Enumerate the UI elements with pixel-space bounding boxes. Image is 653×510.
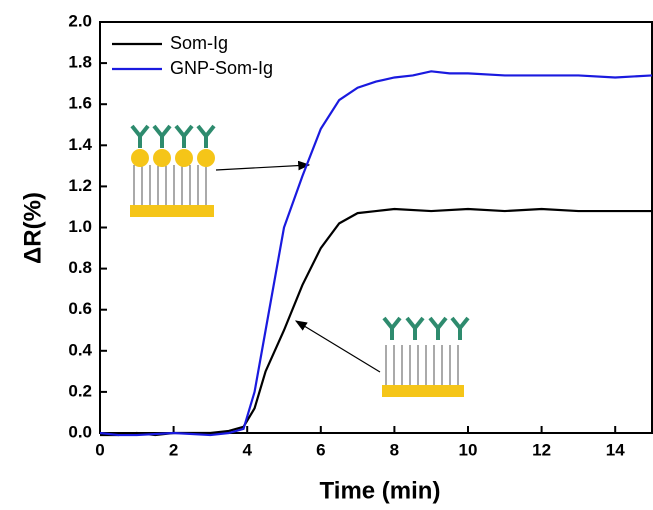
series-line <box>99 70 653 437</box>
y-tick-label: 0.6 <box>68 299 92 318</box>
x-tick-label: 6 <box>316 440 325 459</box>
y-tick-label: 0.0 <box>68 422 92 441</box>
x-tick-label: 2 <box>169 440 178 459</box>
y-tick-label: 0.8 <box>68 258 92 277</box>
antibodies <box>382 316 470 340</box>
y-tick-label: 2.0 <box>68 11 92 30</box>
x-tick-label: 12 <box>532 440 551 459</box>
x-tick-label: 10 <box>459 440 478 459</box>
gold-substrate <box>382 385 464 397</box>
legend-label: GNP-Som-Ig <box>170 58 273 78</box>
y-tick-label: 1.2 <box>68 176 92 195</box>
arrow <box>215 160 311 171</box>
antibodies <box>130 124 216 148</box>
illustrations <box>130 124 470 397</box>
arrow <box>294 320 381 373</box>
x-tick-label: 8 <box>390 440 399 459</box>
monolayer <box>385 345 459 385</box>
y-axis-title: ΔR(%) <box>19 192 46 264</box>
gold-substrate <box>130 205 214 217</box>
y-tick-label: 0.2 <box>68 381 92 400</box>
x-tick-label: 4 <box>242 440 252 459</box>
x-tick-label: 14 <box>606 440 625 459</box>
monolayer <box>133 165 207 205</box>
y-tick-label: 1.8 <box>68 53 92 72</box>
y-tick-label: 0.4 <box>68 340 92 359</box>
series-line <box>100 207 652 437</box>
y-tick-label: 1.6 <box>68 94 92 113</box>
x-tick-label: 0 <box>95 440 104 459</box>
x-axis-title: Time (min) <box>320 477 441 504</box>
plot-frame <box>99 21 653 434</box>
y-tick-label: 1.0 <box>68 217 92 236</box>
legend-label: Som-Ig <box>170 33 228 53</box>
nanoparticles <box>131 149 215 167</box>
y-tick-label: 1.4 <box>68 135 92 154</box>
